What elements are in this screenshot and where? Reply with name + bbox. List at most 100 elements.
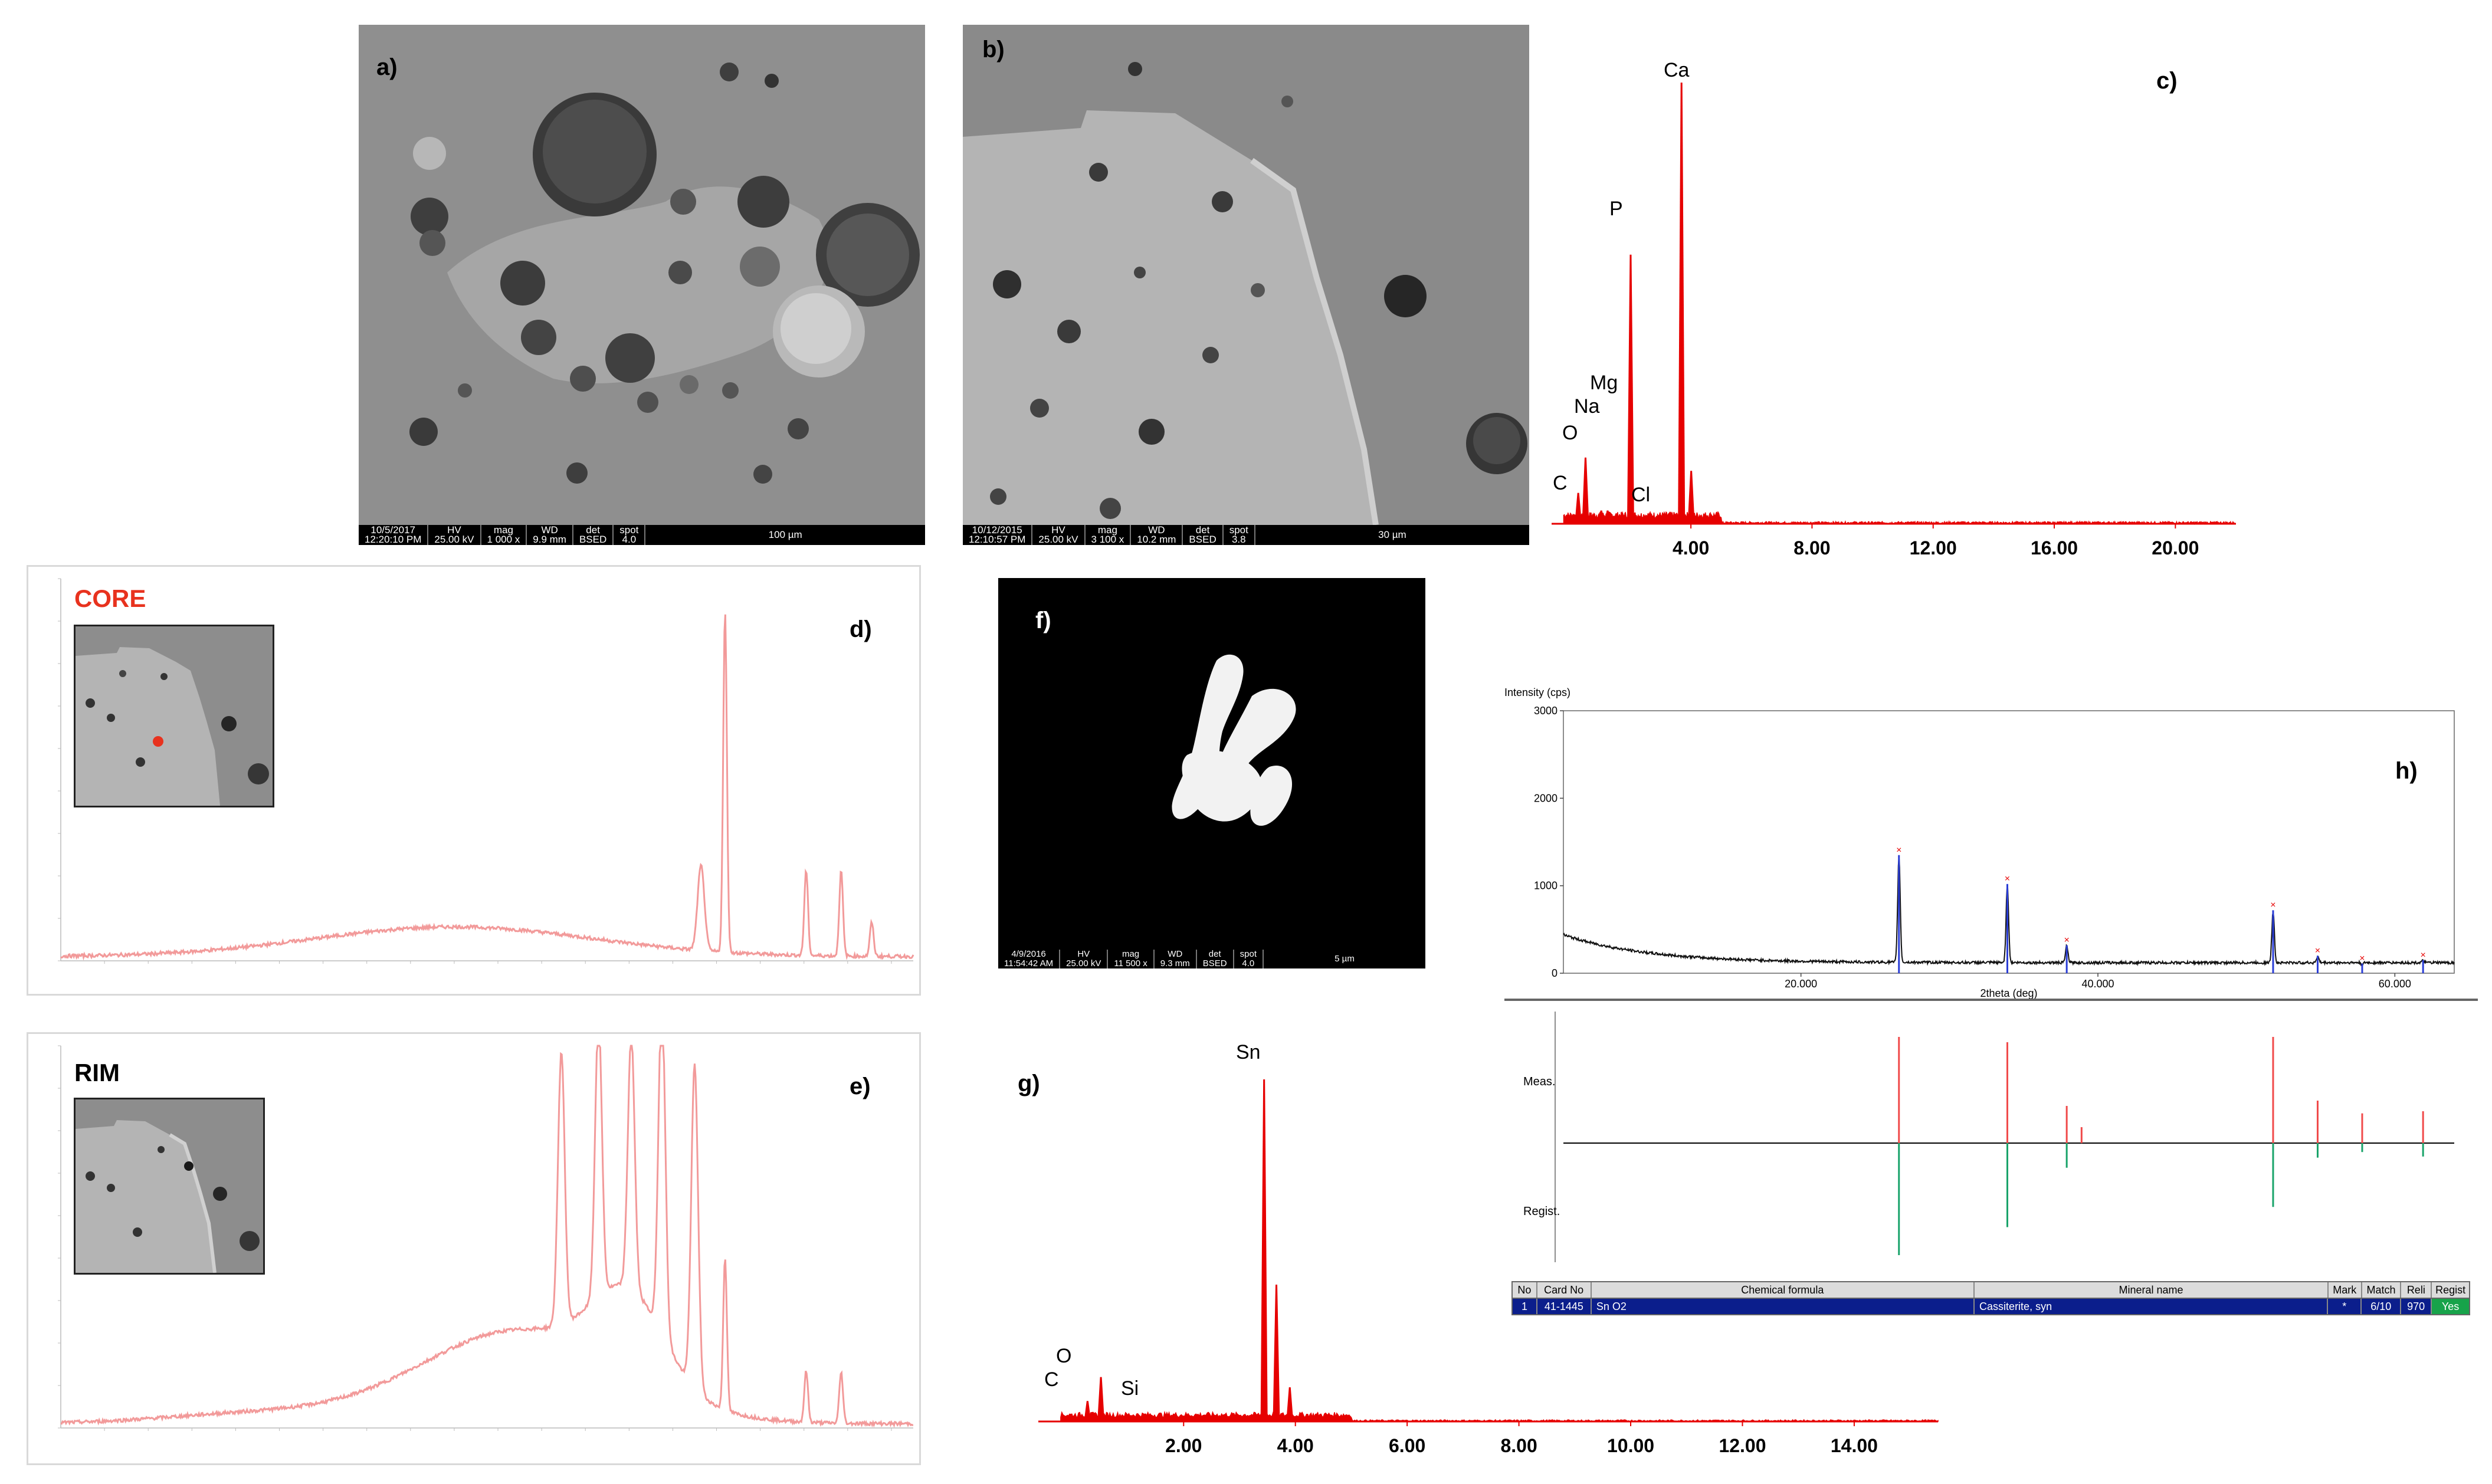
col-card-no: Card No bbox=[1537, 1282, 1592, 1298]
spectrum-peak bbox=[1286, 1387, 1294, 1421]
spectrum-peak bbox=[1645, 515, 1653, 524]
peak-label: Si bbox=[1121, 1377, 1139, 1400]
x-tick-label: 12.00 bbox=[1910, 537, 1957, 559]
x-tick-label: 20.00 bbox=[2152, 537, 2199, 559]
peak-label: Ca bbox=[1664, 59, 1690, 81]
sem-wd: WD 9.3 mm bbox=[1155, 950, 1197, 968]
raman-panel-rim: RIM bbox=[27, 1032, 921, 1465]
x-tick-label: 8.00 bbox=[1793, 537, 1830, 559]
rim-inset-texture bbox=[76, 1099, 263, 1273]
panel-label-d: d) bbox=[850, 616, 872, 642]
col-reli: Reli bbox=[2401, 1282, 2432, 1298]
spectrum-peak bbox=[1260, 1079, 1268, 1421]
sem-mag: mag 11 500 x bbox=[1108, 950, 1155, 968]
xrd-peak-tick: × bbox=[2359, 954, 2365, 964]
y-axis-label: Intensity (cps) bbox=[1504, 687, 1570, 698]
xrd-peak-tick: × bbox=[2420, 950, 2425, 960]
sem-wd: WD 10.2 mm bbox=[1131, 525, 1183, 545]
raman-spectrum-core bbox=[58, 578, 914, 964]
xrd-peak-tick: × bbox=[2005, 874, 2010, 884]
cell-match: 6/10 bbox=[2362, 1299, 2402, 1314]
sem-scale-bar: 30 µm bbox=[1378, 529, 1406, 540]
xrd-peak-tick: × bbox=[2315, 945, 2320, 956]
sem-hv: HV 25.00 kV bbox=[428, 525, 481, 545]
cell-regist: Yes bbox=[2432, 1299, 2470, 1314]
spectrum-peak bbox=[1575, 493, 1582, 524]
x-tick-label: 4.00 bbox=[1673, 537, 1709, 559]
panel-label-f: f) bbox=[1035, 608, 1051, 633]
cell-mineral-name: Cassiterite, syn bbox=[1975, 1299, 2329, 1314]
core-title: CORE bbox=[74, 585, 146, 612]
sem-scale-bar: 100 µm bbox=[768, 529, 802, 540]
col-chemical-formula: Chemical formula bbox=[1592, 1282, 1975, 1298]
sem-det: det BSED bbox=[1183, 525, 1224, 545]
panel-label-e: e) bbox=[850, 1073, 871, 1099]
peak-label: Mg bbox=[1590, 372, 1618, 394]
spectrum-peak bbox=[1604, 510, 1611, 524]
xrd-trace bbox=[1563, 856, 2455, 967]
sem-datetime: 10/5/2017 12:20:10 PM bbox=[359, 525, 429, 545]
peak-label: O bbox=[1056, 1345, 1071, 1367]
peak-label: C bbox=[1044, 1368, 1059, 1391]
rim-title: RIM bbox=[74, 1059, 120, 1086]
xrd-pattern-h: Intensity (cps) 0 1000 2000 3000 20.000 40.000… bbox=[1504, 687, 2478, 1262]
cell-reli: 970 bbox=[2401, 1299, 2432, 1314]
spectrum-peak bbox=[1678, 83, 1686, 524]
cell-card-no: 41-1445 bbox=[1537, 1299, 1592, 1314]
x-tick-label: 8.00 bbox=[1500, 1435, 1537, 1456]
sem-det: det BSED bbox=[573, 525, 614, 545]
spectrum-background bbox=[1060, 1410, 1939, 1423]
plot-frame bbox=[1563, 710, 2455, 974]
spectrum-background bbox=[1563, 511, 2236, 526]
peak-label: O bbox=[1562, 422, 1578, 444]
sem-spot: spot 4.0 bbox=[1234, 950, 1264, 968]
col-no: No bbox=[1513, 1282, 1537, 1298]
peak-label: C bbox=[1553, 472, 1568, 494]
sem-mag: mag 1 000 x bbox=[481, 525, 527, 545]
sem-image-b-texture bbox=[963, 25, 1529, 525]
peak-label: Na bbox=[1574, 395, 1600, 418]
spectrum-peak bbox=[1687, 471, 1695, 524]
cell-no: 1 bbox=[1513, 1299, 1537, 1314]
raman-panel-core: CORE bbox=[27, 565, 921, 996]
sem-spot: spot 4.0 bbox=[614, 525, 646, 545]
raman-trace bbox=[60, 1045, 914, 1428]
panel-label-b: b) bbox=[982, 37, 1005, 63]
peak-label: P bbox=[1609, 198, 1623, 220]
peak-label: Sn bbox=[1236, 1041, 1261, 1063]
x-tick-label: 14.00 bbox=[1831, 1435, 1878, 1456]
col-mark: Mark bbox=[2329, 1282, 2362, 1298]
spectrum-peak bbox=[1165, 1414, 1173, 1421]
sem-spot: spot 3.8 bbox=[1224, 525, 1255, 545]
rim-inset-image bbox=[74, 1098, 265, 1275]
col-regist: Regist bbox=[2435, 1283, 2466, 1296]
spectrum-peak bbox=[1273, 1285, 1280, 1421]
x-tick-label: 4.00 bbox=[1277, 1435, 1314, 1456]
raman-trace bbox=[60, 614, 914, 961]
sem-info-bar-f: 4/9/2016 11:54:42 AM HV 25.00 kV mag 11 500… bbox=[998, 950, 1425, 968]
core-inset-texture bbox=[76, 626, 273, 806]
eds-spectrum-g: CO Si Sn 2.00 4.00 6.00 8.00 10.00 12.00 14.00 bbox=[1038, 1041, 1939, 1456]
x-tick-label: 2.00 bbox=[1165, 1435, 1202, 1456]
panel-label-h: h) bbox=[2395, 758, 2418, 784]
sem-info-bar-b: 10/12/2015 12:10:57 PM HV 25.00 kV mag 3 10… bbox=[963, 525, 1529, 545]
sem-image-a: 10/5/2017 12:20:10 PM HV 25.00 kV mag 1 000… bbox=[359, 25, 925, 545]
col-match: Match bbox=[2362, 1282, 2402, 1298]
xrd-peak-tick: × bbox=[2064, 935, 2069, 945]
sem-datetime: 4/9/2016 11:54:42 AM bbox=[998, 950, 1061, 968]
spectrum-peak bbox=[1582, 457, 1589, 524]
meas-label: Meas. bbox=[1523, 1075, 1555, 1088]
spectrum-peak bbox=[1627, 254, 1634, 524]
xrd-peak-tick: × bbox=[1896, 845, 1901, 855]
peak-label: Cl bbox=[1631, 484, 1650, 506]
sem-image-f: 4/9/2016 11:54:42 AM HV 25.00 kV mag 11 500… bbox=[998, 578, 1425, 968]
spectrum-peak bbox=[1084, 1401, 1091, 1421]
table-row[interactable]: 1 41-1445 Sn O2 Cassiterite, syn * 6/10 … bbox=[1511, 1299, 2470, 1315]
sem-info-bar-a: 10/5/2017 12:20:10 PM HV 25.00 kV mag 1 000… bbox=[359, 525, 925, 545]
x-tick-label: 40.000 bbox=[2081, 978, 2114, 990]
y-tick-label: 0 bbox=[1552, 967, 1558, 979]
spectrum-peak bbox=[1598, 510, 1605, 524]
panel-label-a: a) bbox=[376, 54, 398, 80]
y-tick-label: 1000 bbox=[1534, 880, 1558, 892]
